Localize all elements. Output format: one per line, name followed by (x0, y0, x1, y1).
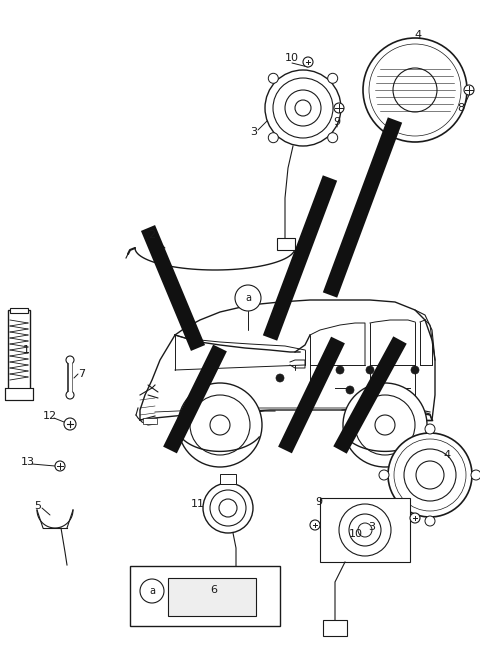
Text: 2: 2 (148, 230, 156, 240)
Circle shape (336, 366, 344, 374)
Circle shape (66, 391, 74, 399)
Bar (10, 308, 28, 313)
Circle shape (203, 483, 253, 533)
Circle shape (140, 579, 164, 603)
Circle shape (210, 490, 246, 526)
Text: 10: 10 (349, 529, 363, 539)
Text: 6: 6 (211, 585, 217, 595)
Circle shape (355, 395, 415, 455)
Circle shape (404, 449, 456, 501)
Circle shape (295, 100, 311, 116)
Text: 5: 5 (35, 501, 41, 511)
Text: 10: 10 (285, 53, 299, 63)
Circle shape (393, 68, 437, 112)
Circle shape (346, 386, 354, 394)
Circle shape (66, 356, 74, 364)
Circle shape (303, 57, 313, 67)
Bar (168, 578, 256, 616)
Text: a: a (149, 586, 155, 596)
Circle shape (285, 90, 321, 126)
Circle shape (55, 461, 65, 471)
Text: 3: 3 (368, 522, 375, 532)
Text: 9: 9 (334, 117, 341, 127)
Circle shape (349, 514, 381, 546)
Circle shape (328, 133, 338, 143)
Bar (323, 620, 347, 636)
Text: 8: 8 (457, 103, 465, 113)
Circle shape (411, 366, 419, 374)
Circle shape (369, 44, 461, 136)
Circle shape (366, 366, 374, 374)
Circle shape (190, 395, 250, 455)
Circle shape (64, 418, 76, 430)
Circle shape (425, 424, 435, 434)
Text: 4: 4 (444, 450, 451, 460)
Circle shape (416, 461, 444, 489)
Circle shape (371, 386, 379, 394)
Circle shape (328, 73, 338, 83)
Bar (143, 418, 157, 424)
Circle shape (425, 516, 435, 526)
Circle shape (235, 285, 261, 311)
Circle shape (273, 78, 333, 138)
Text: 1: 1 (23, 345, 29, 355)
Bar (130, 566, 280, 626)
Text: 12: 12 (43, 411, 57, 421)
Circle shape (379, 470, 389, 480)
Circle shape (339, 504, 391, 556)
Circle shape (334, 103, 344, 113)
Circle shape (363, 38, 467, 142)
Text: 9: 9 (315, 497, 323, 507)
Circle shape (268, 73, 278, 83)
Circle shape (276, 374, 284, 382)
Circle shape (310, 520, 320, 530)
Bar (5, 388, 33, 400)
Bar (220, 474, 236, 484)
Text: 13: 13 (21, 457, 35, 467)
Circle shape (178, 383, 262, 467)
Circle shape (219, 499, 237, 517)
Circle shape (265, 70, 341, 146)
Text: 3: 3 (251, 127, 257, 137)
Circle shape (343, 383, 427, 467)
Text: 7: 7 (78, 369, 85, 379)
Bar (8, 310, 30, 390)
Circle shape (268, 133, 278, 143)
Circle shape (210, 415, 230, 435)
Text: a: a (245, 293, 251, 303)
Circle shape (358, 523, 372, 537)
Text: 4: 4 (414, 30, 421, 40)
Bar (277, 238, 295, 250)
Circle shape (464, 85, 474, 95)
Circle shape (410, 513, 420, 523)
Circle shape (388, 433, 472, 517)
Bar (320, 498, 410, 562)
Circle shape (394, 439, 466, 511)
Circle shape (375, 415, 395, 435)
Text: 11: 11 (191, 499, 205, 509)
Circle shape (471, 470, 480, 480)
